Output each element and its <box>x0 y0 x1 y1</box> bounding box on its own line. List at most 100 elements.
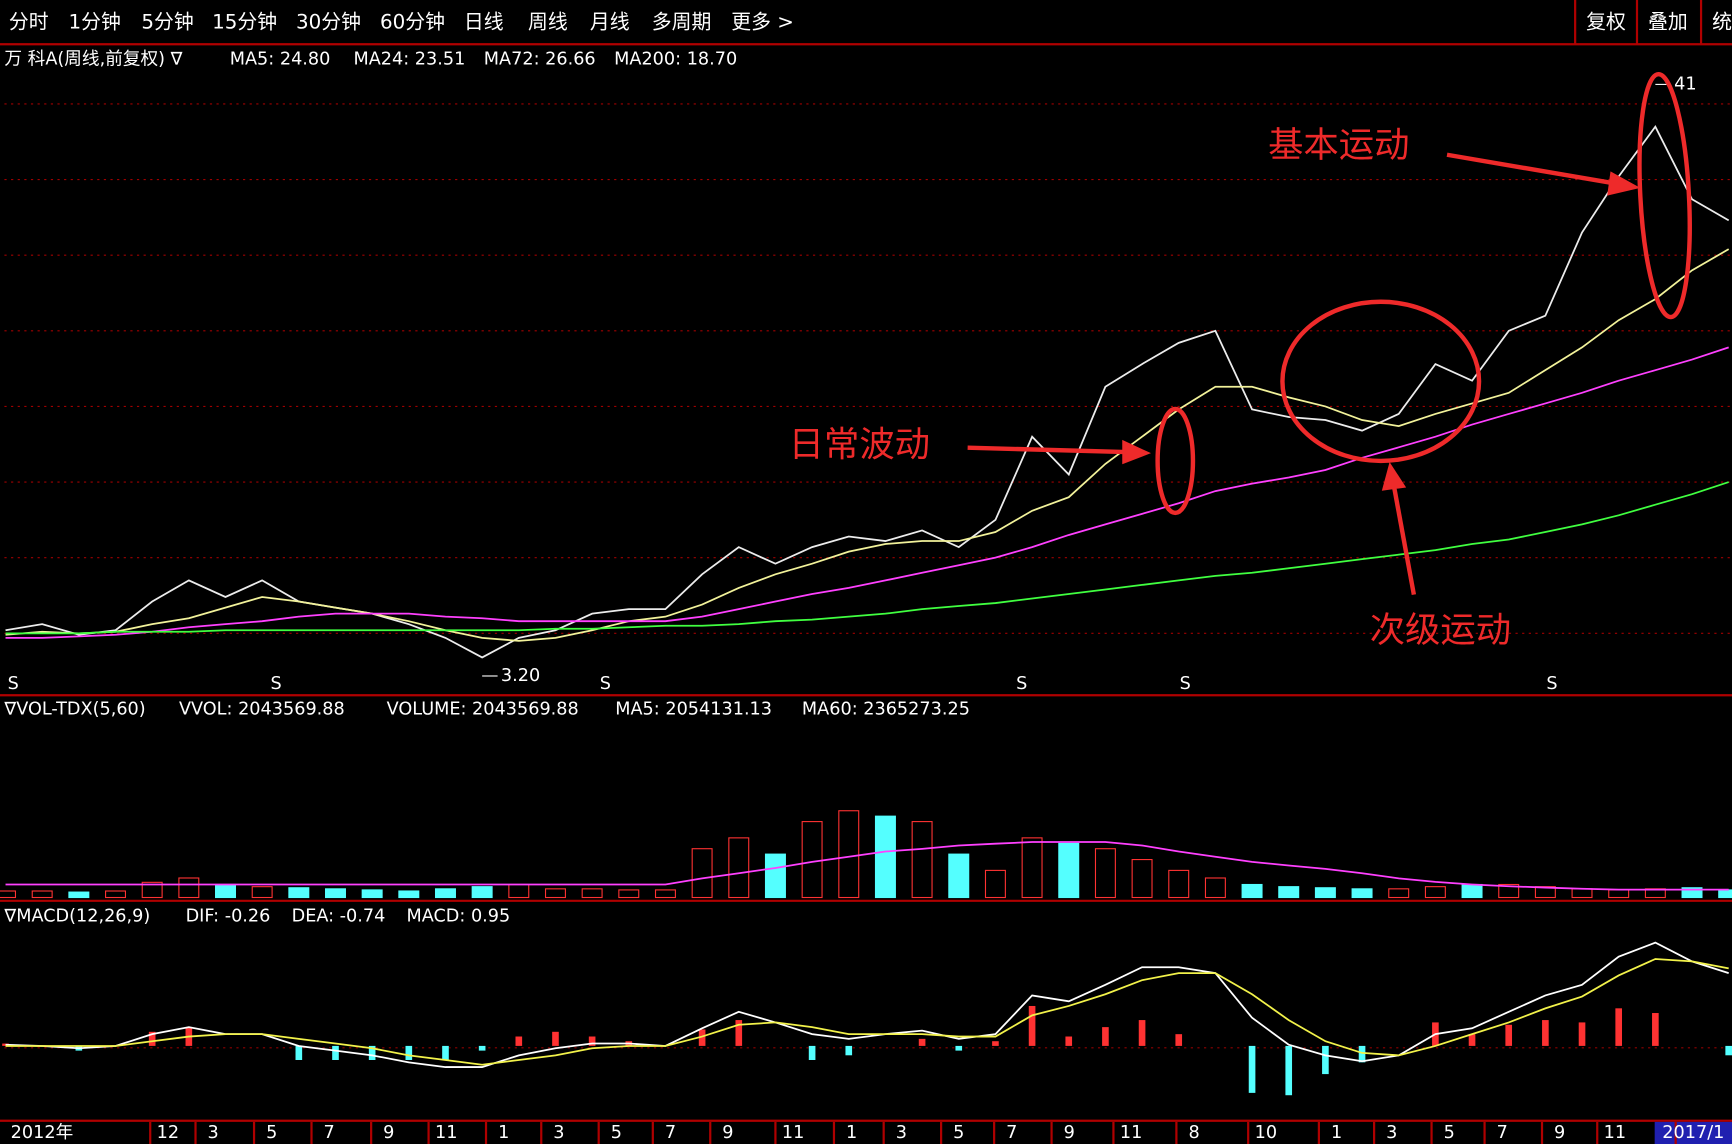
macd-bar <box>955 1045 963 1051</box>
macd-bar <box>1175 1034 1183 1046</box>
volume-bar <box>398 890 420 899</box>
series-line <box>5 958 1729 1066</box>
x-tick-label: 9 <box>722 1123 733 1143</box>
volume-bar <box>1351 888 1373 899</box>
x-tick-label: 12 <box>157 1123 179 1143</box>
extreme-label: 41 <box>1674 74 1696 94</box>
macd-bar <box>405 1045 413 1060</box>
period-tab[interactable]: 周线 <box>528 11 568 34</box>
signal-marker: S <box>271 674 282 694</box>
volume-bar <box>434 888 456 899</box>
legend-entry: DIF: -0.26 <box>186 906 271 926</box>
annotation-ellipse <box>1637 72 1692 320</box>
period-tab[interactable]: 更多 > <box>731 11 794 34</box>
period-tab[interactable]: 60分钟 <box>380 11 445 34</box>
annotation-text: 次级运动 <box>1370 610 1511 651</box>
volume-bar <box>471 886 493 899</box>
volume-bar <box>1461 883 1483 899</box>
x-tick-label: 5 <box>1444 1123 1455 1143</box>
legend-entry: MA60: 2365273.25 <box>802 700 970 720</box>
period-tab[interactable]: 15分钟 <box>212 11 277 34</box>
volume-bar <box>544 888 566 899</box>
x-tick-label: 2012年 <box>11 1122 74 1143</box>
macd-bar <box>1102 1027 1109 1046</box>
annotation-arrow <box>967 445 1127 455</box>
panel-title: ∇VOL-TDX(5,60) <box>3 700 145 720</box>
x-tick-label: 5 <box>953 1123 964 1143</box>
readout: MA5: 2054131.13 <box>615 700 772 720</box>
macd-bar <box>1138 1020 1146 1046</box>
signal-marker: S <box>600 674 611 694</box>
volume-bar <box>0 890 17 899</box>
volume-bar <box>801 821 823 899</box>
volume-bar <box>838 810 860 899</box>
macd-bar <box>1322 1045 1329 1075</box>
arrow-head <box>1607 171 1641 196</box>
macd-bar <box>1505 1024 1513 1046</box>
annotation-text: 基本运动 <box>1268 125 1409 166</box>
volume-bar <box>1131 859 1153 899</box>
x-tick-label: 5 <box>611 1123 622 1143</box>
x-tick-label: 9 <box>1064 1123 1075 1143</box>
tool-button[interactable]: 叠加 <box>1648 11 1688 34</box>
volume-bar <box>874 815 896 899</box>
series-line <box>5 841 1729 891</box>
macd-bar <box>1065 1036 1073 1046</box>
arrow-heads <box>1122 171 1641 491</box>
volume-bar <box>1681 887 1703 899</box>
volume-bar <box>68 891 90 899</box>
macd-bar <box>552 1031 559 1046</box>
x-tick-label: 9 <box>1554 1123 1565 1143</box>
period-tab[interactable]: 月线 <box>590 11 630 34</box>
volume-bar <box>1388 888 1410 899</box>
volume-bar <box>1094 848 1116 899</box>
macd-bar <box>515 1036 523 1046</box>
macd-bar <box>1248 1045 1256 1093</box>
arrow-head <box>1381 462 1407 491</box>
macd-bar <box>368 1045 376 1060</box>
macd-bar <box>1652 1013 1659 1046</box>
readout: VVOL: 2043569.88 <box>179 700 345 720</box>
period-tab[interactable]: 多周期 <box>652 11 712 34</box>
volume-bar <box>105 890 127 899</box>
macd-bar <box>918 1038 926 1046</box>
legend-entry: MA5: 24.80 <box>230 50 331 70</box>
signal-marker: S <box>1016 674 1027 694</box>
macd-bar <box>2 1043 9 1046</box>
x-tick-label: 10 <box>1255 1123 1277 1143</box>
volume-bar <box>1498 883 1520 899</box>
period-tab[interactable]: 30分钟 <box>296 11 361 34</box>
legend-entry: MA200: 18.70 <box>614 50 737 70</box>
annotation-arrow <box>1391 485 1417 596</box>
volume-bar <box>1168 869 1190 899</box>
period-tab[interactable]: 5分钟 <box>141 11 193 34</box>
x-tick-label: 11 <box>1120 1123 1142 1143</box>
annotation-arrow <box>1446 152 1616 186</box>
tool-button[interactable]: 统 <box>1712 11 1732 34</box>
macd-bar <box>992 1041 999 1046</box>
x-tick-label: 11 <box>1604 1123 1626 1143</box>
macd-bar <box>295 1045 303 1060</box>
series-line <box>5 124 1730 659</box>
x-tick-label: 7 <box>324 1123 335 1143</box>
series-line <box>5 481 1729 635</box>
macd-bar <box>1542 1020 1549 1046</box>
x-tick-label: 2017/1 <box>1662 1123 1724 1143</box>
volume-bar <box>948 853 970 899</box>
annotation-text: 日常波动 <box>789 425 930 466</box>
tool-button[interactable]: 复权 <box>1586 11 1626 34</box>
series-line <box>5 346 1729 639</box>
legend-entry: VOLUME: 2043569.88 <box>387 700 579 720</box>
x-tick-label: 9 <box>383 1123 394 1143</box>
period-tab[interactable]: 分时 <box>9 11 49 34</box>
period-tab[interactable]: 1分钟 <box>68 11 120 34</box>
x-tick-label: 7 <box>1497 1123 1508 1143</box>
x-tick-label: 8 <box>1188 1123 1199 1143</box>
arrow-head <box>1122 439 1151 465</box>
period-tab[interactable]: 日线 <box>464 11 504 34</box>
volume-bar <box>1241 883 1263 899</box>
signal-marker: S <box>1180 674 1191 694</box>
volume-bar <box>288 887 310 899</box>
